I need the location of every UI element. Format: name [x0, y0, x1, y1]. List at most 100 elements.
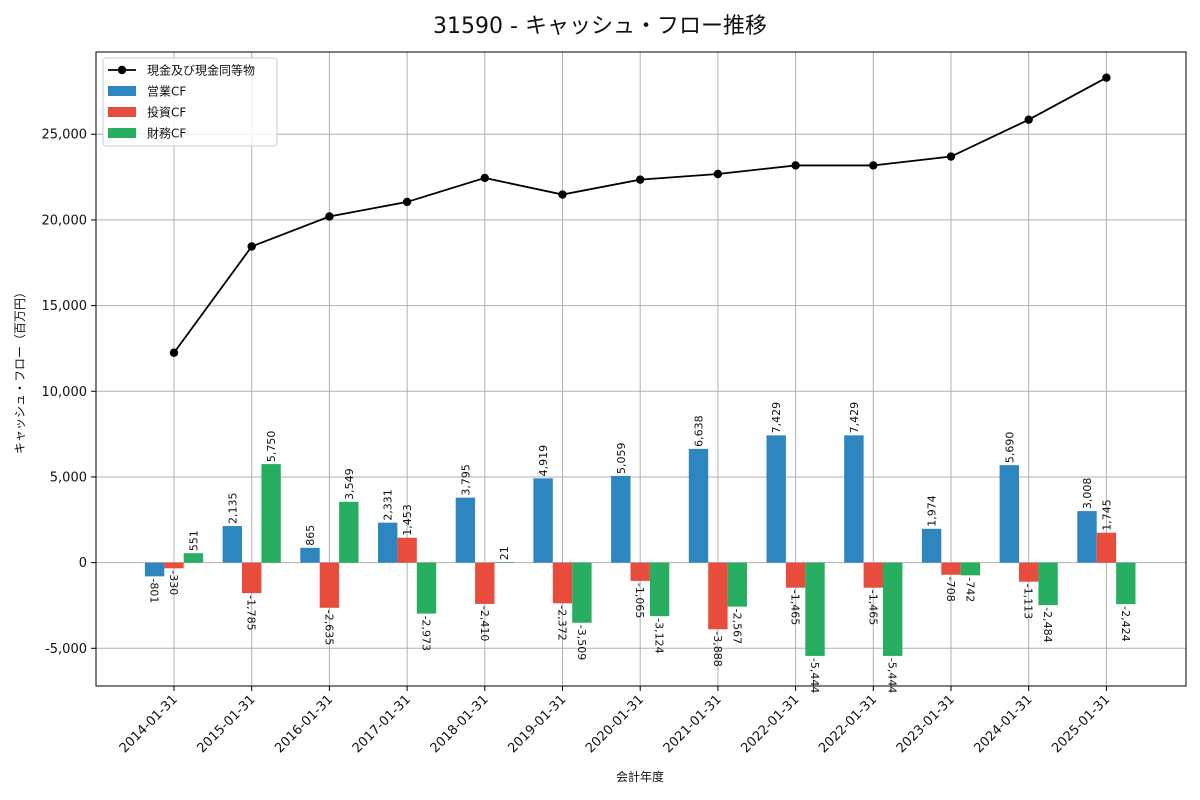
data-label: -2,372: [556, 605, 569, 640]
bar-財務CF-2023-01-31: [960, 562, 981, 576]
bar-財務CF-2017-01-31: [416, 562, 437, 614]
line-point: [946, 152, 956, 161]
data-label: 865: [304, 525, 317, 546]
line-point: [402, 197, 412, 207]
legend-swatch: [108, 86, 136, 96]
y-tick-label: 20,000: [42, 213, 88, 228]
x-tick-label: 2017-01-31: [350, 692, 414, 756]
data-label: -2,484: [1041, 607, 1054, 642]
bar-財務CF-2022-01-31: [805, 562, 825, 656]
bar-営業CF-2022-01-31: [766, 435, 786, 563]
bar-営業CF-2020-01-31: [611, 475, 631, 563]
bar-投資CF-2025-01-31: [1096, 532, 1117, 563]
x-tick-label: 2022-01-31: [816, 692, 880, 756]
data-label: 2,135: [226, 493, 239, 525]
data-label: -3,509: [575, 625, 588, 660]
legend-label: 投資CF: [147, 105, 186, 120]
line-point: [1102, 73, 1111, 82]
y-tick-label: 5,000: [50, 470, 87, 485]
bar-投資CF-2014-01-31: [164, 562, 184, 569]
bar-投資CF-2015-01-31: [242, 562, 262, 594]
y-tick-label: 15,000: [42, 299, 88, 314]
line-point: [791, 161, 800, 170]
data-label: -1,065: [633, 583, 646, 618]
y-tick-label: -5,000: [45, 642, 87, 657]
data-label: 2,331: [382, 489, 395, 521]
axes-layer: -5,000 0 5,000 10,000 15,000 20,000 25,000 2014…: [42, 51, 1187, 756]
x-tick-label: 2024-01-31: [971, 692, 1035, 756]
data-label: -330: [167, 570, 180, 595]
legend-marker: [117, 65, 127, 75]
bar-投資CF-2023-01-31: [941, 562, 961, 575]
y-axis-label: キャッシュ・フロー（百万円）: [13, 286, 27, 454]
bar-営業CF-2022-01-31: [844, 435, 864, 563]
data-label: -2,973: [420, 616, 433, 651]
data-label: -3,124: [653, 618, 666, 653]
line-point: [869, 161, 878, 170]
bar-財務CF-2020-01-31: [649, 562, 670, 617]
data-label: 4,919: [537, 445, 550, 477]
x-tick-label: 2019-01-31: [505, 692, 569, 756]
data-label: -2,567: [730, 609, 743, 644]
x-axis-label: 会計年度: [616, 769, 664, 784]
bar-財務CF-2019-01-31: [572, 562, 592, 623]
data-label: -2,424: [1119, 606, 1132, 641]
x-tick-label: 2016-01-31: [272, 692, 336, 756]
data-label: 3,795: [459, 464, 472, 496]
data-label: -708: [944, 577, 957, 602]
data-label: 5,750: [265, 431, 278, 463]
data-label: 21: [498, 546, 511, 560]
data-label: 1,453: [401, 504, 414, 536]
bar-投資CF-2022-01-31: [785, 562, 806, 588]
data-label: -1,113: [1022, 584, 1035, 619]
legend-swatch: [108, 128, 136, 138]
data-label: 3,549: [343, 468, 356, 500]
line-point: [247, 242, 256, 251]
plot-frame: [95, 51, 1187, 687]
data-label: 3,008: [1081, 478, 1094, 510]
x-tick-label: 2020-01-31: [583, 692, 647, 756]
bar-営業CF-2019-01-31: [533, 478, 553, 563]
bar-投資CF-2016-01-31: [319, 562, 340, 608]
data-label: 6,638: [693, 415, 706, 447]
bar-営業CF-2024-01-31: [999, 465, 1019, 563]
x-tick-label: 2015-01-31: [194, 692, 258, 756]
bar-財務CF-2014-01-31: [183, 553, 204, 563]
legend-label: 営業CF: [147, 85, 186, 99]
data-label: 5,690: [1003, 432, 1016, 464]
bar-投資CF-2018-01-31: [475, 562, 495, 604]
bar-営業CF-2025-01-31: [1077, 511, 1097, 563]
bar-投資CF-2017-01-31: [397, 537, 417, 563]
y-tick-label: 25,000: [42, 128, 88, 143]
line-point: [325, 212, 334, 221]
data-label: -1,465: [789, 590, 802, 625]
data-labels-layer: -801 2,135 865 2,331 3,795 4,919 5,059 6,638 7,4…: [148, 402, 1132, 694]
x-tick-label: 2014-01-31: [117, 692, 181, 756]
data-label: 7,429: [770, 402, 783, 434]
x-tick-label: 2021-01-31: [661, 692, 725, 756]
bar-財務CF-2021-01-31: [727, 562, 747, 607]
data-label: -2,410: [478, 606, 491, 641]
line-point: [480, 173, 489, 183]
bar-営業CF-2021-01-31: [688, 448, 709, 563]
data-label: 1,745: [1100, 499, 1113, 531]
data-label: 1,974: [926, 495, 939, 527]
x-tick-label: 2022-01-31: [738, 692, 802, 756]
bar-投資CF-2022-01-31: [863, 562, 883, 588]
legend-label: 財務CF: [147, 126, 186, 141]
bar-投資CF-2019-01-31: [552, 562, 573, 604]
chart-title: 31590 - キャッシュ・フロー推移: [433, 14, 767, 39]
bar-財務CF-2016-01-31: [339, 501, 359, 563]
legend-label: 現金及び現金同等物: [147, 63, 255, 78]
bar-営業CF-2017-01-31: [378, 522, 398, 563]
x-tick-label: 2018-01-31: [428, 692, 492, 756]
data-label: -1,785: [245, 595, 258, 630]
line-point: [1024, 115, 1033, 124]
data-label: -5,444: [886, 658, 899, 693]
legend-swatch: [108, 107, 136, 117]
x-tick-label: 2025-01-31: [1049, 692, 1113, 756]
x-tick-label: 2023-01-31: [894, 692, 958, 756]
line-layer: [169, 73, 1111, 357]
